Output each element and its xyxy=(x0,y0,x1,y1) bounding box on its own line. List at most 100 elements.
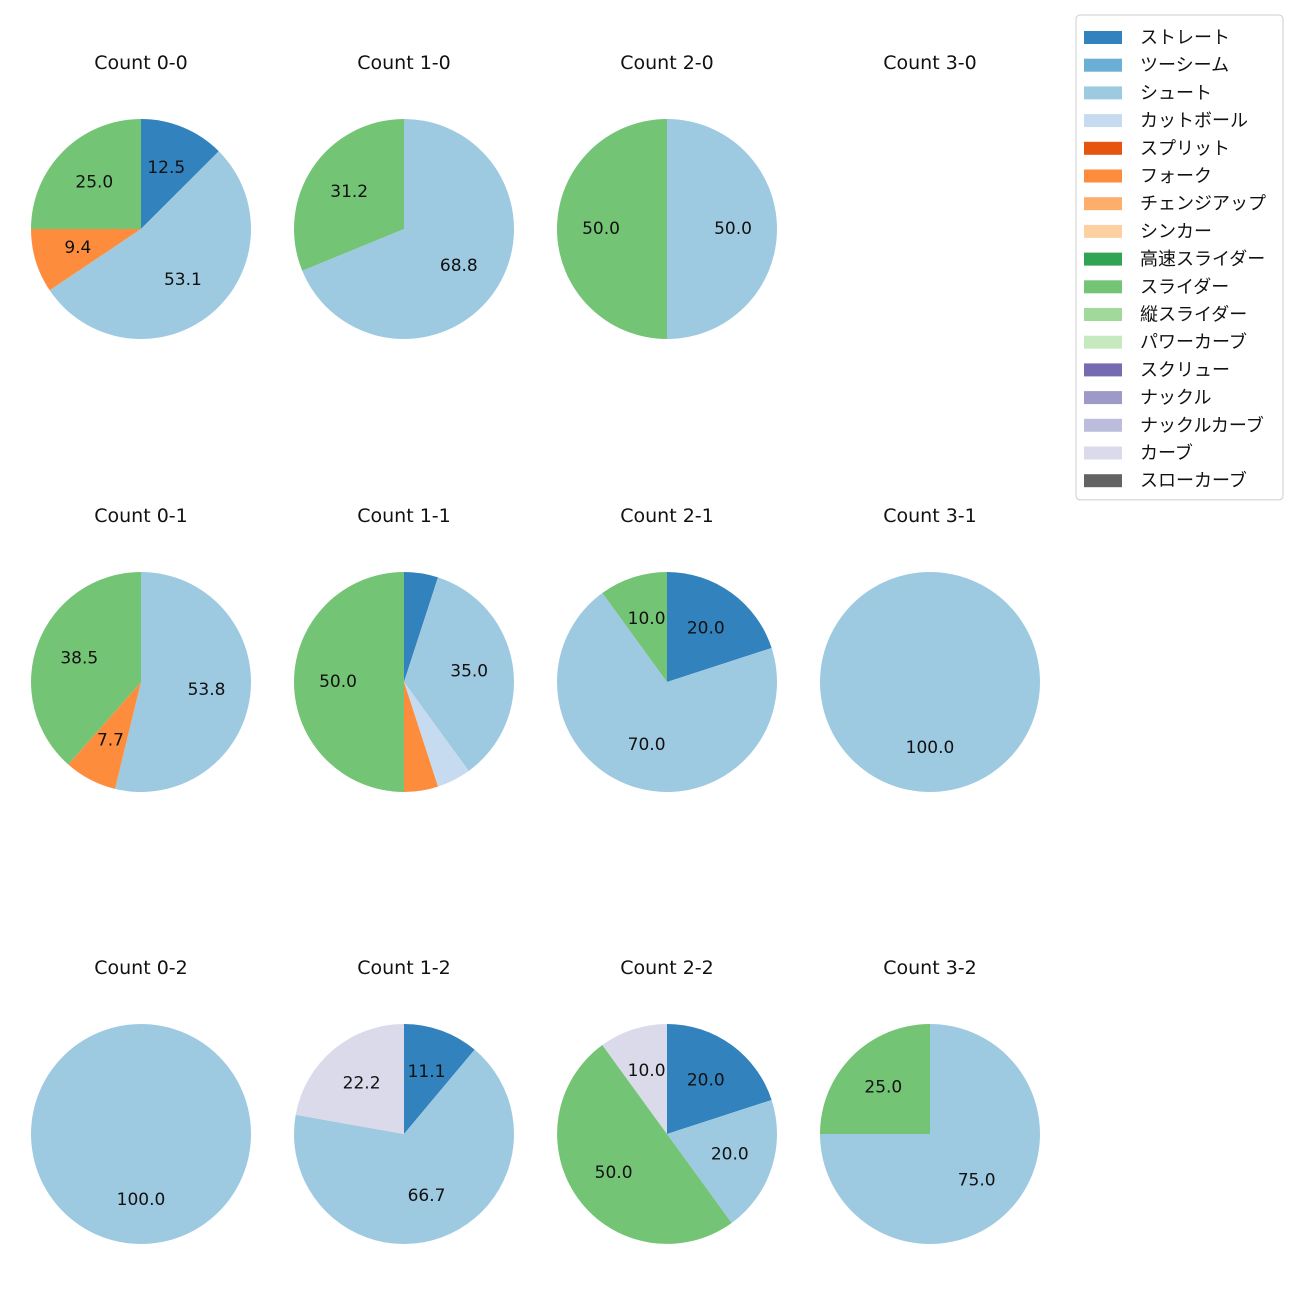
legend-label: フォーク xyxy=(1140,166,1212,187)
pie-title: Count 3-0 xyxy=(883,52,977,74)
pie-slice xyxy=(404,572,438,682)
pie-value-label: 12.5 xyxy=(147,158,185,178)
pie-count-2-2: Count 2-2 20.0 20.0 50.0 10.0 xyxy=(557,957,777,1244)
pie-slice xyxy=(141,119,219,229)
pie-title: Count 2-0 xyxy=(620,52,714,74)
pie-title: Count 0-1 xyxy=(94,505,188,527)
pie-value-label: 25.0 xyxy=(864,1077,902,1097)
legend-label: スクリュー xyxy=(1140,360,1230,381)
pie-value-label: 38.5 xyxy=(60,649,98,669)
pie-value-label: 66.7 xyxy=(408,1186,446,1206)
legend-label: ナックルカーブ xyxy=(1140,414,1264,436)
legend-swatch xyxy=(1084,363,1122,377)
pie-count-1-0: Count 1-0 68.8 31.2 xyxy=(294,52,514,339)
legend-label: カットボール xyxy=(1140,111,1248,132)
legend-label: チェンジアップ xyxy=(1140,194,1266,215)
pie-slice xyxy=(49,151,251,339)
pie-value-label: 50.0 xyxy=(714,219,752,239)
pie-slice xyxy=(294,119,404,271)
pie-count-1-2: Count 1-2 11.1 66.7 22.2 xyxy=(294,957,515,1245)
pie-slice xyxy=(114,572,251,792)
pie-slice xyxy=(294,572,404,792)
pie-title: Count 2-2 xyxy=(620,957,714,979)
legend-label: カーブ xyxy=(1140,442,1193,464)
legend-swatch xyxy=(1084,141,1122,155)
legend-swatch xyxy=(1084,224,1122,238)
pie-slice xyxy=(557,1045,732,1244)
pie-value-label: 50.0 xyxy=(582,219,620,239)
pie-slice xyxy=(820,1024,930,1134)
pie-slice xyxy=(602,572,667,682)
pie-count-0-0: Count 0-0 12.5 53.1 9.4 25.0 xyxy=(30,52,251,339)
pie-value-label: 50.0 xyxy=(319,672,357,692)
pie-slice xyxy=(404,682,438,792)
pie-value-label: 11.1 xyxy=(408,1062,446,1082)
pie-slice xyxy=(602,1024,667,1134)
pie-count-3-2: Count 3-2 75.0 25.0 xyxy=(820,957,1040,1244)
pie-slice xyxy=(404,682,469,787)
legend-swatch xyxy=(1084,418,1122,432)
pie-value-label: 7.7 xyxy=(97,731,124,751)
pie-value-label: 20.0 xyxy=(687,1071,725,1091)
pie-title: Count 3-2 xyxy=(883,957,977,979)
legend-swatch xyxy=(1084,308,1122,321)
pie-slice xyxy=(31,1024,251,1244)
legend-swatch xyxy=(1084,474,1122,488)
legend-swatch xyxy=(1084,446,1122,460)
pie-slice xyxy=(302,119,514,339)
legend-label: ストレート xyxy=(1140,28,1230,49)
pie-title: Count 1-2 xyxy=(357,957,451,979)
pie-title: Count 2-1 xyxy=(620,505,714,527)
legend-label: シンカー xyxy=(1140,221,1212,242)
pie-title: Count 3-1 xyxy=(883,505,977,527)
legend-swatch xyxy=(1084,114,1122,128)
legend-label: シュート xyxy=(1140,83,1212,104)
pie-value-label: 22.2 xyxy=(343,1073,381,1093)
pie-value-label: 10.0 xyxy=(628,1061,666,1081)
legend-label: スプリット xyxy=(1140,138,1230,159)
pie-count-3-0: Count 3-0 xyxy=(883,52,977,74)
pie-slice xyxy=(667,1100,777,1223)
legend-swatch xyxy=(1084,58,1122,72)
pie-count-0-1: Count 0-1 53.8 7.7 38.5 xyxy=(30,505,251,792)
pie-value-label: 53.1 xyxy=(164,270,202,290)
legend-swatch xyxy=(1084,280,1122,294)
legend-label: ナックル xyxy=(1140,388,1211,409)
legend-swatch xyxy=(1084,391,1122,405)
legend-label: スローカーブ xyxy=(1140,470,1247,492)
pie-title: Count 0-2 xyxy=(94,957,188,979)
legend-swatch xyxy=(1084,86,1122,100)
pie-value-label: 53.8 xyxy=(188,680,226,700)
legend-swatch xyxy=(1084,197,1122,211)
pie-slice xyxy=(30,572,141,765)
pie-value-label: 75.0 xyxy=(958,1171,996,1191)
legend-frame xyxy=(1075,14,1284,501)
pie-slice xyxy=(295,1024,404,1134)
pie-value-label: 20.0 xyxy=(687,619,725,639)
pie-value-label: 9.4 xyxy=(64,238,91,258)
pie-count-2-1: Count 2-1 20.0 70.0 10.0 xyxy=(556,505,777,792)
pie-value-label: 100.0 xyxy=(117,1190,166,1210)
legend-label: ツーシーム xyxy=(1140,55,1229,76)
pie-count-1-1: Count 1-1 35.0 50.0 xyxy=(294,505,514,792)
pie-slice xyxy=(667,119,777,339)
pie-slice xyxy=(31,119,141,229)
pie-title: Count 1-0 xyxy=(357,52,451,74)
pie-value-label: 20.0 xyxy=(711,1144,749,1164)
pie-slice xyxy=(667,1024,772,1134)
pie-value-label: 25.0 xyxy=(75,172,113,192)
legend-swatch xyxy=(1084,169,1122,183)
pie-slice xyxy=(30,229,141,291)
pie-slice xyxy=(820,572,1040,792)
legend-swatch xyxy=(1084,252,1122,266)
pie-slice xyxy=(404,1024,475,1134)
pie-count-2-0: Count 2-0 50.0 50.0 xyxy=(557,52,777,339)
legend-label: パワーカーブ xyxy=(1140,331,1247,353)
pie-slice xyxy=(294,1049,515,1245)
legend-swatch xyxy=(1084,335,1122,349)
pie-slice xyxy=(667,572,772,682)
pie-count-0-2: Count 0-2 100.0 xyxy=(31,957,251,1244)
pie-value-label: 50.0 xyxy=(595,1163,633,1183)
pie-value-label: 31.2 xyxy=(330,182,368,202)
